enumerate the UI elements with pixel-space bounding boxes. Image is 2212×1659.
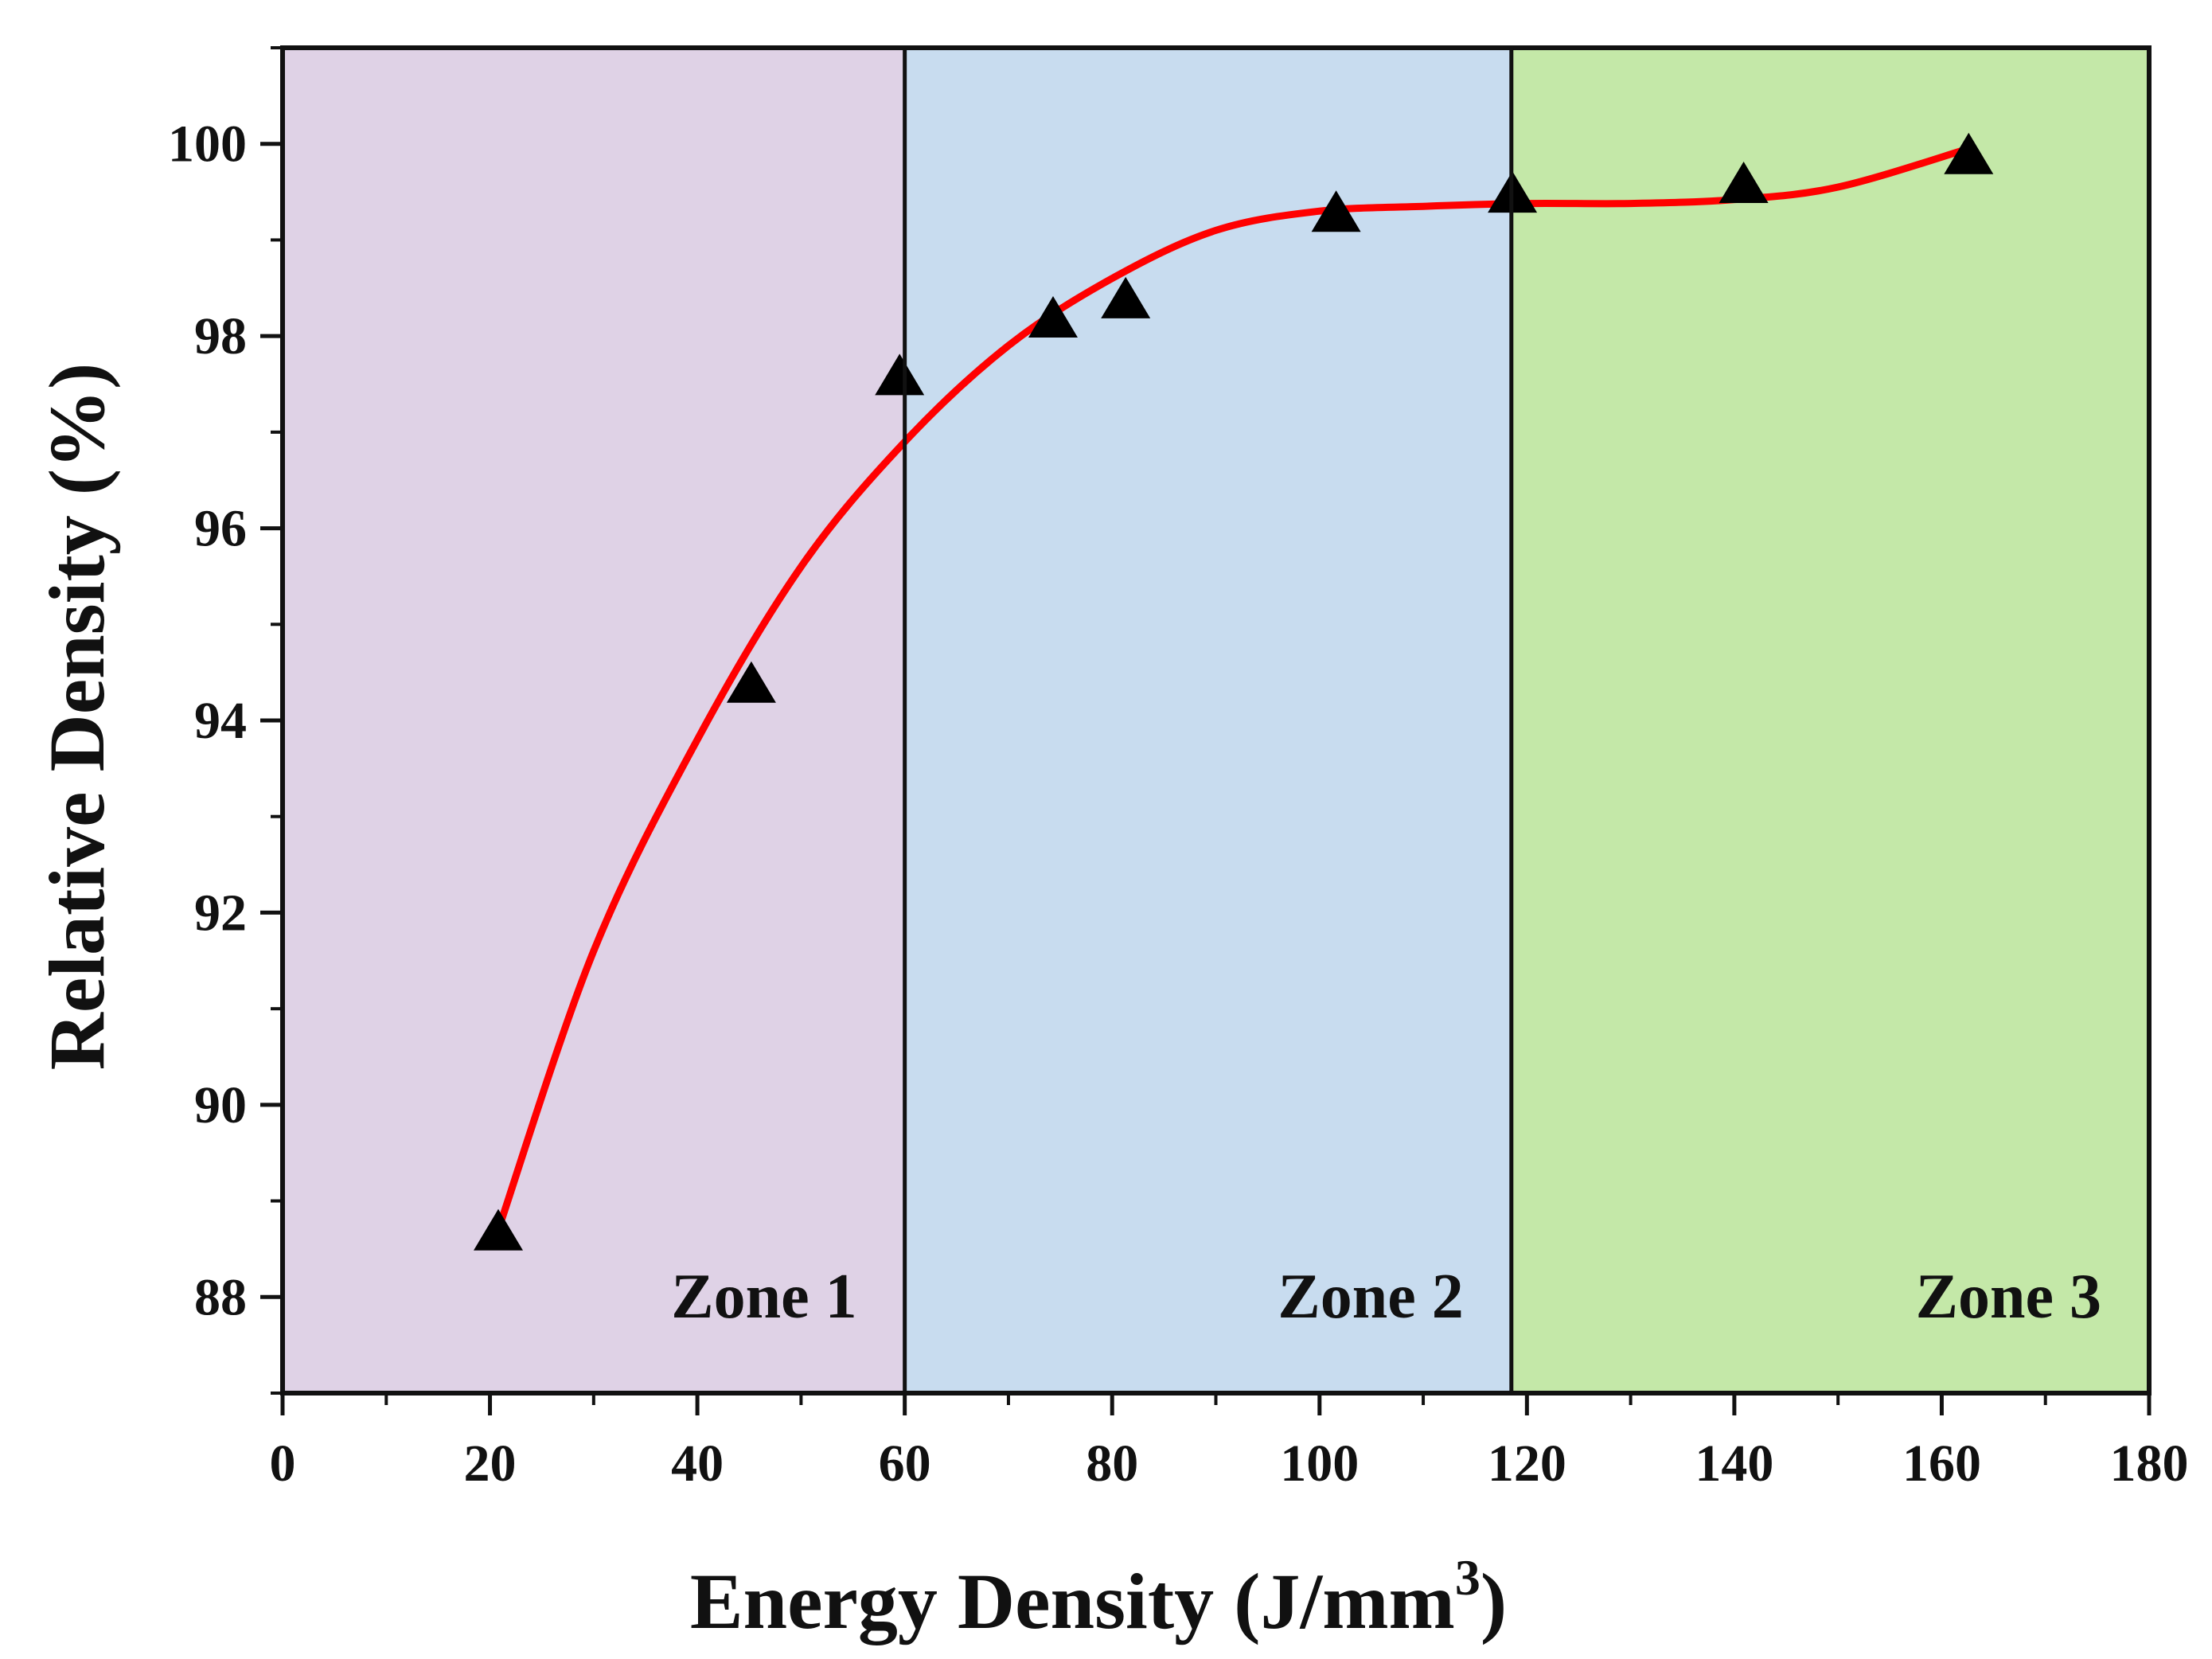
y-tick-label: 96 [194,500,247,558]
zone-1-label: Zone 1 [671,1262,856,1332]
x-tick-label: 140 [1695,1435,1773,1493]
data-point-marker [1718,162,1769,203]
y-tick-label: 90 [194,1076,247,1134]
axes: 0 20 40 60 80 100 120 140 160 180 88 90 92 94 96 98 100 [168,46,2189,1493]
x-axis-title-text: Energy Density (J/mm [690,1557,1455,1645]
zone-2-background [904,48,1512,1393]
x-tick-label: 180 [2110,1435,2189,1493]
fit-curve [494,145,1972,1234]
data-point-marker [875,353,925,396]
y-tick-label: 98 [194,307,247,365]
x-tick-label: 160 [1902,1435,1981,1493]
x-tick-label: 40 [671,1435,724,1493]
y-tick-label: 92 [194,884,247,942]
zone-backgrounds [283,48,2149,1393]
data-point-marker [1311,190,1361,232]
y-tick-label: 100 [168,115,247,174]
x-tick-label: 20 [464,1435,517,1493]
x-tick-label: 0 [270,1435,296,1493]
data-point-marker [1101,276,1151,318]
y-tick-label: 88 [194,1268,247,1326]
x-tick-label: 100 [1280,1435,1359,1493]
axis-titles: Energy Density (J/mm3) Relative Density … [33,363,1507,1645]
x-axis-title-close: ) [1481,1557,1507,1645]
x-tick-label: 120 [1488,1435,1566,1493]
fit-curve-group [494,145,1972,1234]
x-tick-label: 80 [1086,1435,1138,1493]
zone-3-background [1511,48,2149,1393]
x-axis-title: Energy Density (J/mm3) [690,1549,1507,1645]
x-tick-label: 60 [879,1435,931,1493]
data-point-marker [1028,296,1078,338]
data-point-marker [726,661,776,703]
zone-3-label: Zone 3 [1916,1262,2101,1332]
y-axis-title: Relative Density (%) [33,363,121,1071]
y-tick-label: 94 [194,692,247,750]
data-point-marker [1944,132,1994,174]
zone-2-label: Zone 2 [1278,1262,1463,1332]
zone-labels: Zone 1 Zone 2 Zone 3 [671,1262,2101,1332]
x-axis-title-superscript: 3 [1455,1549,1481,1606]
data-point-marker [474,1208,523,1251]
zone-1-background [283,48,905,1393]
data-points [474,132,1994,1251]
